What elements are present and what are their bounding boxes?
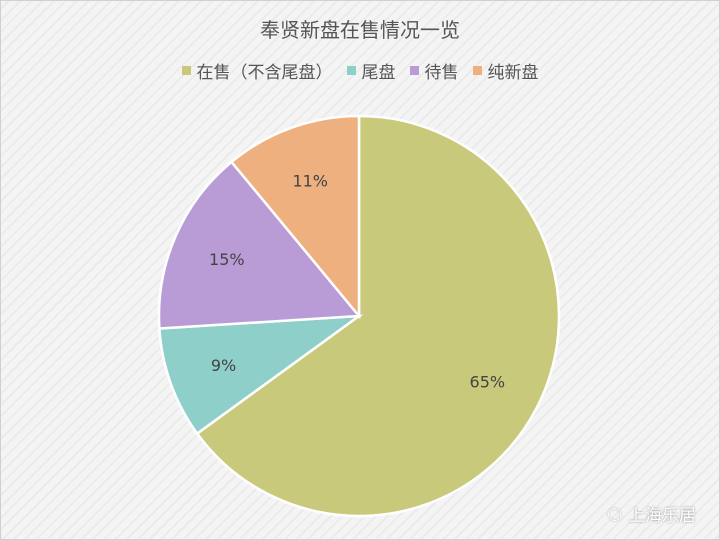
legend-label: 纯新盘: [487, 63, 539, 83]
pie-slice: [158, 314, 364, 436]
legend-item: 尾盘: [346, 58, 396, 83]
legend-label: 待售: [424, 63, 459, 83]
legend-swatch: [346, 66, 356, 75]
data-label: 15%: [209, 250, 245, 269]
legend-swatch: [181, 66, 191, 75]
legend-item: 纯新盘: [472, 58, 539, 83]
data-label: 65%: [470, 372, 506, 391]
pie-slice: [157, 160, 362, 330]
legend-swatch: [409, 66, 419, 75]
watermark-text: 上海乐居: [628, 506, 696, 526]
wechat-icon: ◌: [607, 503, 622, 524]
pie-slice: [195, 114, 561, 518]
legend-item: 在售（不含尾盘）: [181, 58, 333, 83]
data-label: 9%: [211, 356, 236, 375]
pie-slice: [229, 114, 361, 320]
legend: 在售（不含尾盘） 尾盘 待售 纯新盘: [0, 58, 720, 83]
watermark: ◌ 上海乐居: [607, 501, 696, 527]
chart-title: 奉贤新盘在售情况一览: [260, 18, 460, 42]
legend-label: 在售（不含尾盘）: [196, 63, 333, 83]
legend-swatch: [472, 66, 482, 75]
legend-item: 待售: [409, 58, 459, 83]
legend-label: 尾盘: [361, 63, 396, 83]
data-label: 11%: [292, 172, 328, 191]
